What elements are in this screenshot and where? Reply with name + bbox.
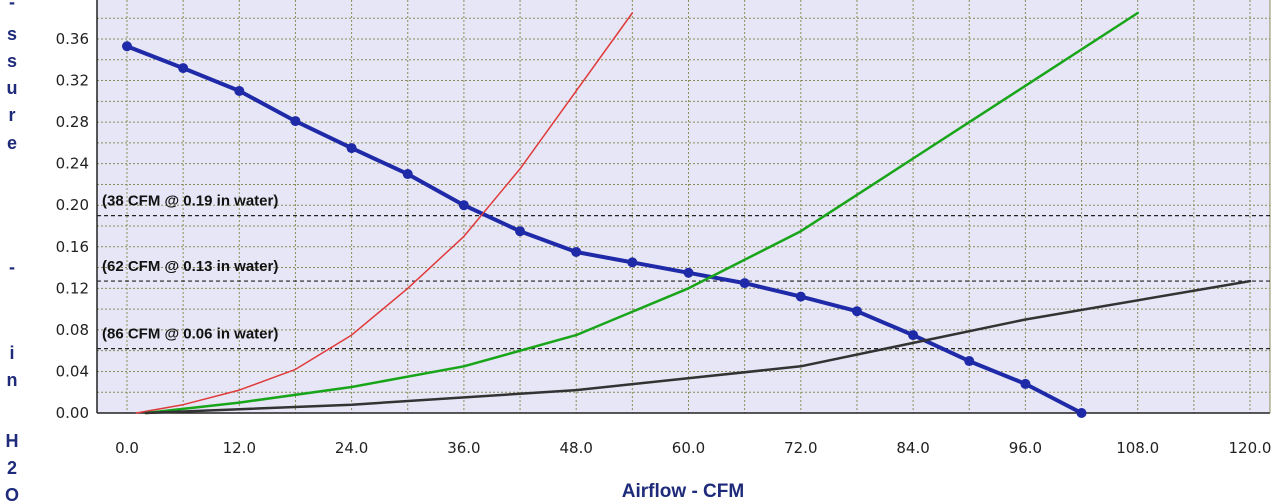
reference-lines: (38 CFM @ 0.19 in water) (62 CFM @ 0.13 i…	[97, 193, 1270, 350]
x-tick-label: 60.0	[672, 439, 705, 457]
x-tick-labels: 0.0 12.0 24.0 36.0 48.0 60.0 72.0 84.0 96.0 108.0…	[115, 439, 1271, 457]
y-axis-label-char: -	[9, 257, 15, 277]
data-point	[234, 85, 245, 96]
y-tick-label: 0.20	[56, 196, 89, 214]
y-axis-label-char: i	[9, 343, 14, 363]
data-point	[739, 278, 750, 289]
data-point	[1076, 408, 1087, 418]
y-axis-label-char: H	[6, 431, 19, 451]
x-tick-label: 72.0	[784, 439, 817, 457]
y-tick-label: 0.04	[56, 362, 89, 380]
data-point	[346, 143, 357, 154]
data-series	[122, 11, 1252, 418]
reference-line-label: (38 CFM @ 0.19 in water)	[102, 193, 278, 210]
series-line-3	[144, 279, 1252, 415]
y-axis-label-char: O	[5, 485, 19, 504]
data-point	[178, 63, 189, 74]
y-tick-label: 0.24	[56, 155, 89, 173]
x-tick-label: 84.0	[896, 439, 929, 457]
y-tick-labels: 0.00 0.04 0.08 0.12 0.16 0.20 0.24 0.28 0.32 0.36	[56, 30, 89, 422]
plot-axes	[96, 0, 1271, 414]
y-axis-label-char: -	[9, 0, 15, 12]
plot-background	[97, 0, 1270, 413]
data-point	[458, 200, 469, 211]
x-tick-label: 12.0	[223, 439, 256, 457]
series-line-0	[125, 44, 1084, 415]
x-tick-label: 0.0	[115, 439, 139, 457]
y-tick-label: 0.16	[56, 238, 89, 256]
data-point	[571, 246, 582, 257]
plot-grid	[97, 0, 1270, 414]
x-tick-label: 48.0	[559, 439, 592, 457]
data-point	[122, 41, 132, 52]
y-tick-label: 0.32	[56, 72, 89, 90]
data-point	[851, 306, 862, 317]
y-tick-label: 0.36	[56, 30, 89, 48]
data-point	[908, 330, 919, 341]
x-tick-label: 108.0	[1116, 439, 1159, 457]
y-axis-label-char: n	[7, 370, 18, 390]
x-tick-label: 24.0	[335, 439, 368, 457]
data-point	[683, 267, 694, 278]
data-point	[964, 356, 975, 367]
y-tick-label: 0.12	[56, 279, 89, 297]
series-line-2	[144, 11, 1139, 415]
data-point	[627, 257, 638, 268]
x-tick-label: 36.0	[447, 439, 480, 457]
x-axis-label: Airflow - CFM	[622, 481, 744, 502]
data-point	[402, 169, 413, 180]
data-point	[290, 116, 301, 127]
y-tick-label: 0.28	[56, 113, 89, 131]
y-axis-label-char: 2	[7, 458, 17, 478]
y-axis-label-char: s	[7, 24, 17, 44]
reference-line-label: (62 CFM @ 0.13 in water)	[102, 258, 278, 275]
data-point	[795, 291, 806, 302]
data-point	[515, 226, 526, 237]
y-axis-label-char: u	[7, 78, 18, 98]
y-axis-label-char: e	[7, 133, 17, 153]
x-tick-label: 96.0	[1009, 439, 1042, 457]
reference-line-label: (86 CFM @ 0.06 in water)	[102, 326, 278, 343]
y-tick-label: 0.00	[56, 404, 89, 422]
y-tick-label: 0.08	[56, 321, 89, 339]
series-line-1	[135, 12, 634, 414]
data-point	[1020, 378, 1031, 389]
x-tick-label: 120.0	[1229, 439, 1272, 457]
y-axis-label-char: r	[8, 105, 15, 125]
y-axis-label-char: s	[7, 51, 17, 71]
